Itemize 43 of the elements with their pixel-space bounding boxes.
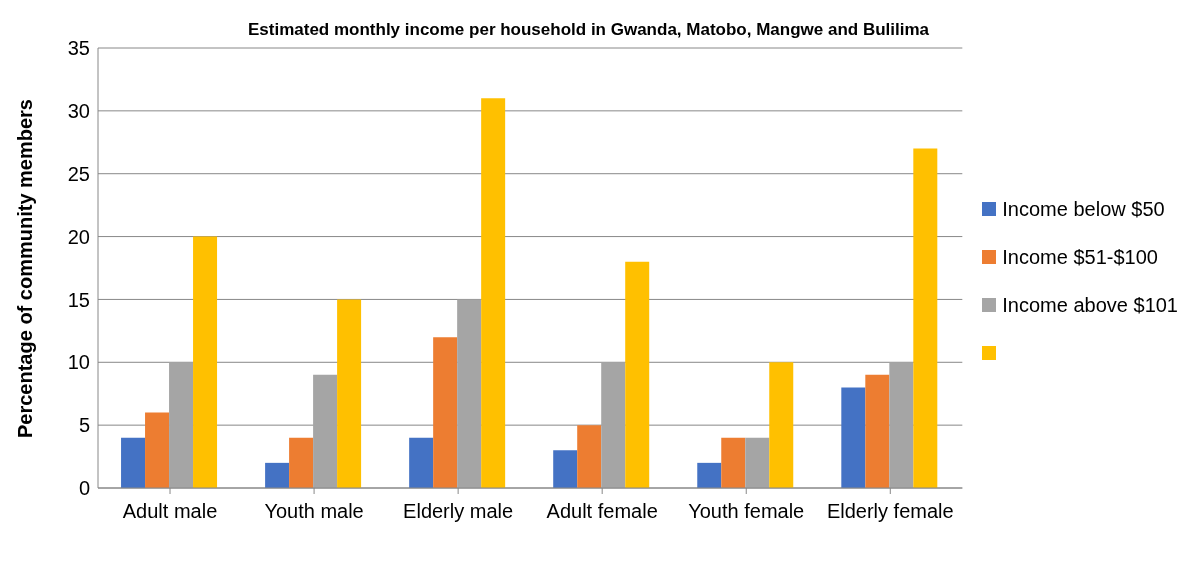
bar — [745, 437, 770, 488]
bar — [625, 261, 650, 488]
bar — [553, 450, 578, 488]
x-tick-label: Adult male — [122, 500, 218, 523]
bar — [889, 362, 914, 488]
bar — [409, 437, 434, 488]
bar — [601, 362, 626, 488]
x-tick-label: Elderly male — [403, 500, 514, 523]
legend-label: Income above $101 — [1002, 293, 1178, 317]
x-tick-label: Adult female — [546, 500, 658, 523]
bar — [265, 462, 290, 488]
y-axis-title: Percentage of community members — [14, 99, 37, 438]
bar — [169, 362, 194, 488]
chart-title: Estimated monthly income per household in Gwanda, Matobo, Mangwe and Bulilima — [248, 20, 930, 40]
bar — [289, 437, 314, 488]
y-tick-label: 10 — [67, 351, 90, 374]
y-tick-label: 0 — [78, 477, 90, 500]
y-tick-label: 25 — [67, 162, 90, 185]
bar — [841, 387, 866, 488]
legend-label: Income below $50 — [1002, 197, 1165, 221]
y-tick-label: 35 — [67, 37, 90, 60]
bar — [193, 236, 218, 488]
bar — [313, 374, 338, 488]
bar — [145, 412, 170, 488]
bar — [865, 374, 890, 488]
bar — [769, 362, 794, 488]
bar — [697, 462, 722, 488]
bar — [337, 299, 362, 488]
x-tick-label: Youth male — [264, 500, 364, 523]
x-tick-label: Youth female — [688, 500, 805, 523]
y-tick-label: 20 — [67, 225, 90, 248]
y-tick-label: 15 — [67, 288, 90, 311]
bar — [457, 299, 482, 488]
bar — [913, 148, 938, 488]
legend-label: Income $51-$100 — [1002, 245, 1158, 269]
x-tick-label: Elderly female — [826, 500, 954, 523]
bar — [481, 98, 506, 488]
y-tick-label: 5 — [78, 414, 90, 437]
y-tick-label: 30 — [67, 99, 90, 122]
bar — [121, 437, 146, 488]
bar — [721, 437, 746, 488]
bar — [433, 337, 458, 488]
bar — [577, 425, 602, 488]
